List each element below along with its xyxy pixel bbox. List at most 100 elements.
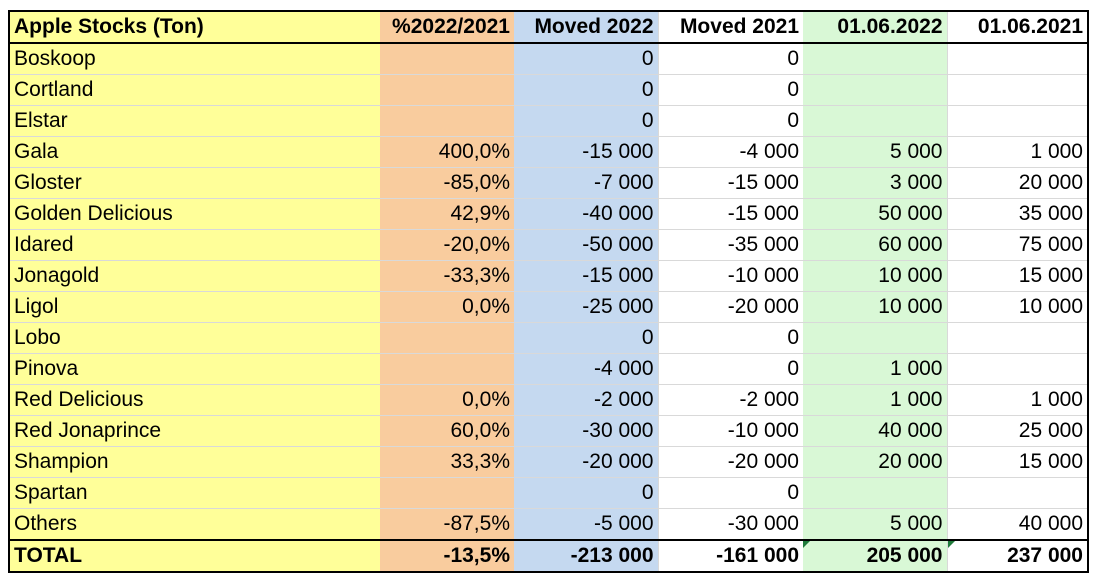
cell-date-2022 [803,322,947,354]
table-body: Boskoop 0 0 Cortland 0 0 Elstar 0 0 Gala 400,0% -15… [8,43,1089,541]
cell-pct: 0,0% [380,384,514,416]
cell-pct: 60,0% [380,415,514,447]
cell-moved-2022: -4 000 [514,353,658,385]
cell-moved-2022: -5 000 [514,508,658,541]
cell-pct: 42,9% [380,198,514,230]
cell-moved-2022: -25 000 [514,291,658,323]
header-date-2022: 01.06.2022 [803,10,947,44]
cell-variety: Idared [8,229,380,261]
cell-variety: Others [8,508,380,541]
table-row: Gloster -85,0% -7 000 -15 000 3 000 20 000 [8,167,1089,199]
cell-pct [380,43,514,75]
cell-date-2021 [946,353,1089,385]
cell-variety: Boskoop [8,43,380,75]
cell-pct: -87,5% [380,508,514,541]
cell-moved-2021: -15 000 [657,198,803,230]
cell-moved-2021: -2 000 [657,384,803,416]
cell-variety: Pinova [8,353,380,385]
cell-pct: -85,0% [380,167,514,199]
cell-variety: Red Jonaprince [8,415,380,447]
cell-moved-2021: -30 000 [657,508,803,541]
cell-date-2022: 1 000 [803,353,947,385]
table-row: Gala 400,0% -15 000 -4 000 5 000 1 000 [8,136,1089,168]
cell-moved-2022: -15 000 [514,260,658,292]
header-moved-2021: Moved 2021 [657,10,803,44]
cell-pct: 33,3% [380,446,514,478]
cell-moved-2021: -15 000 [657,167,803,199]
table-row: Lobo 0 0 [8,322,1089,354]
cell-date-2022 [803,477,947,509]
cell-moved-2022: 0 [514,43,658,75]
table-row: Others -87,5% -5 000 -30 000 5 000 40 000 [8,508,1089,541]
cell-pct: -33,3% [380,260,514,292]
cell-date-2022: 3 000 [803,167,947,199]
header-date-2021: 01.06.2021 [946,10,1089,44]
cell-moved-2021: 0 [657,477,803,509]
cell-date-2022: 40 000 [803,415,947,447]
header-pct: %2022/2021 [380,10,514,44]
cell-date-2021: 1 000 [946,136,1089,168]
cell-date-2022: 1 000 [803,384,947,416]
table-row: Idared -20,0% -50 000 -35 000 60 000 75 000 [8,229,1089,261]
cell-pct [380,353,514,385]
cell-variety: Shampion [8,446,380,478]
cell-date-2021 [946,74,1089,106]
cell-date-2022: 10 000 [803,291,947,323]
cell-variety: Jonagold [8,260,380,292]
cell-date-2021 [946,43,1089,75]
table-row: Cortland 0 0 [8,74,1089,106]
table-row: Red Jonaprince 60,0% -30 000 -10 000 40 000 2… [8,415,1089,447]
cell-moved-2021: 0 [657,105,803,137]
cell-date-2022 [803,105,947,137]
total-moved-2022: -213 000 [514,539,658,573]
cell-moved-2021: -10 000 [657,260,803,292]
cell-moved-2021: -20 000 [657,291,803,323]
cell-date-2022: 5 000 [803,136,947,168]
header-moved-2022: Moved 2022 [514,10,658,44]
cell-date-2022: 5 000 [803,508,947,541]
cell-moved-2022: 0 [514,322,658,354]
cell-moved-2022: 0 [514,74,658,106]
table-row: Spartan 0 0 [8,477,1089,509]
table-row: Ligol 0,0% -25 000 -20 000 10 000 10 000 [8,291,1089,323]
cell-variety: Gloster [8,167,380,199]
cell-date-2021: 40 000 [946,508,1089,541]
cell-date-2021: 35 000 [946,198,1089,230]
cell-moved-2022: -30 000 [514,415,658,447]
cell-pct: -20,0% [380,229,514,261]
cell-moved-2022: -20 000 [514,446,658,478]
cell-date-2021: 15 000 [946,446,1089,478]
cell-date-2021: 1 000 [946,384,1089,416]
cell-date-2021: 20 000 [946,167,1089,199]
cell-variety: Cortland [8,74,380,106]
total-row: TOTAL -13,5% -213 000 -161 000 205 000 2… [8,539,1089,573]
cell-date-2022: 50 000 [803,198,947,230]
cell-moved-2021: 0 [657,322,803,354]
table-row: Elstar 0 0 [8,105,1089,137]
cell-date-2022: 10 000 [803,260,947,292]
cell-date-2021: 75 000 [946,229,1089,261]
cell-variety: Lobo [8,322,380,354]
table-row: Boskoop 0 0 [8,43,1089,75]
cell-moved-2022: -7 000 [514,167,658,199]
table-row: Shampion 33,3% -20 000 -20 000 20 000 15 000 [8,446,1089,478]
cell-moved-2021: 0 [657,74,803,106]
apple-stocks-table: Apple Stocks (Ton) %2022/2021 Moved 2022… [8,10,1089,573]
cell-moved-2022: -15 000 [514,136,658,168]
cell-pct [380,74,514,106]
cell-pct: 400,0% [380,136,514,168]
cell-moved-2022: 0 [514,105,658,137]
cell-date-2022 [803,43,947,75]
cell-variety: Ligol [8,291,380,323]
header-row: Apple Stocks (Ton) %2022/2021 Moved 2022… [8,10,1089,44]
cell-moved-2022: 0 [514,477,658,509]
cell-moved-2021: -4 000 [657,136,803,168]
cell-date-2021: 10 000 [946,291,1089,323]
cell-moved-2022: -2 000 [514,384,658,416]
cell-date-2022 [803,74,947,106]
cell-variety: Golden Delicious [8,198,380,230]
cell-date-2021: 25 000 [946,415,1089,447]
total-pct: -13,5% [380,539,514,573]
total-label: TOTAL [8,539,380,573]
table-row: Golden Delicious 42,9% -40 000 -15 000 50 00… [8,198,1089,230]
